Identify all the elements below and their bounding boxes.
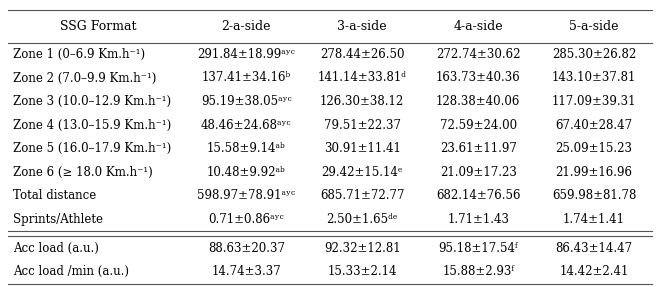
Text: SSG Format: SSG Format [60,20,137,33]
Text: 15.33±2.14: 15.33±2.14 [327,265,397,278]
Text: Total distance: Total distance [13,189,96,202]
Text: 285.30±26.82: 285.30±26.82 [552,48,636,61]
Text: 5-a-side: 5-a-side [570,20,619,33]
Text: Acc load (a.u.): Acc load (a.u.) [13,242,99,255]
Text: 2.50±1.65ᵈᵉ: 2.50±1.65ᵈᵉ [327,213,398,226]
Text: 67.40±28.47: 67.40±28.47 [556,119,633,132]
Text: 137.41±34.16ᵇ: 137.41±34.16ᵇ [202,71,291,84]
Text: Zone 1 (0–6.9 Km.h⁻¹): Zone 1 (0–6.9 Km.h⁻¹) [13,48,145,61]
Text: 79.51±22.37: 79.51±22.37 [323,119,401,132]
Text: 95.19±38.05ᵃʸᶜ: 95.19±38.05ᵃʸᶜ [201,95,292,108]
Text: 659.98±81.78: 659.98±81.78 [552,189,636,202]
Text: Zone 5 (16.0–17.9 Km.h⁻¹): Zone 5 (16.0–17.9 Km.h⁻¹) [13,142,172,155]
Text: 0.71±0.86ᵃʸᶜ: 0.71±0.86ᵃʸᶜ [209,213,284,226]
Text: 272.74±30.62: 272.74±30.62 [436,48,520,61]
Text: 92.32±12.81: 92.32±12.81 [324,242,401,255]
Text: 86.43±14.47: 86.43±14.47 [556,242,633,255]
Text: 10.48±9.92ᵃᵇ: 10.48±9.92ᵃᵇ [207,166,286,179]
Text: 4-a-side: 4-a-side [453,20,503,33]
Text: 14.42±2.41: 14.42±2.41 [560,265,629,278]
Text: 1.74±1.41: 1.74±1.41 [563,213,625,226]
Text: 30.91±11.41: 30.91±11.41 [324,142,401,155]
Text: Sprints/Athlete: Sprints/Athlete [13,213,103,226]
Text: 14.74±3.37: 14.74±3.37 [211,265,281,278]
Text: 72.59±24.00: 72.59±24.00 [440,119,517,132]
Text: 278.44±26.50: 278.44±26.50 [320,48,405,61]
Text: 48.46±24.68ᵃʸᶜ: 48.46±24.68ᵃʸᶜ [201,119,292,132]
Text: Acc load /min (a.u.): Acc load /min (a.u.) [13,265,129,278]
Text: 685.71±72.77: 685.71±72.77 [320,189,405,202]
Text: Zone 6 (≥ 18.0 Km.h⁻¹): Zone 6 (≥ 18.0 Km.h⁻¹) [13,166,153,179]
Text: 88.63±20.37: 88.63±20.37 [208,242,284,255]
Text: 23.61±11.97: 23.61±11.97 [440,142,517,155]
Text: 2-a-side: 2-a-side [222,20,271,33]
Text: 117.09±39.31: 117.09±39.31 [552,95,636,108]
Text: 21.09±17.23: 21.09±17.23 [440,166,517,179]
Text: 15.58±9.14ᵃᵇ: 15.58±9.14ᵃᵇ [207,142,286,155]
Text: 143.10±37.81: 143.10±37.81 [552,71,636,84]
Text: 163.73±40.36: 163.73±40.36 [436,71,521,84]
Text: 141.14±33.81ᵈ: 141.14±33.81ᵈ [317,71,407,84]
Text: 128.38±40.06: 128.38±40.06 [436,95,520,108]
Text: 25.09±15.23: 25.09±15.23 [556,142,632,155]
Text: 3-a-side: 3-a-side [337,20,387,33]
Text: 1.71±1.43: 1.71±1.43 [447,213,509,226]
Text: 682.14±76.56: 682.14±76.56 [436,189,520,202]
Text: 21.99±16.96: 21.99±16.96 [556,166,632,179]
Text: Zone 3 (10.0–12.9 Km.h⁻¹): Zone 3 (10.0–12.9 Km.h⁻¹) [13,95,172,108]
Text: 126.30±38.12: 126.30±38.12 [320,95,405,108]
Text: 29.42±15.14ᵉ: 29.42±15.14ᵉ [321,166,403,179]
Text: Zone 4 (13.0–15.9 Km.h⁻¹): Zone 4 (13.0–15.9 Km.h⁻¹) [13,119,172,132]
Text: 291.84±18.99ᵃʸᶜ: 291.84±18.99ᵃʸᶜ [197,48,295,61]
Text: 15.88±2.93ᶠ: 15.88±2.93ᶠ [442,265,514,278]
Text: 598.97±78.91ᵃʸᶜ: 598.97±78.91ᵃʸᶜ [197,189,295,202]
Text: 95.18±17.54ᶠ: 95.18±17.54ᶠ [438,242,518,255]
Text: Zone 2 (7.0–9.9 Km.h⁻¹): Zone 2 (7.0–9.9 Km.h⁻¹) [13,71,156,84]
